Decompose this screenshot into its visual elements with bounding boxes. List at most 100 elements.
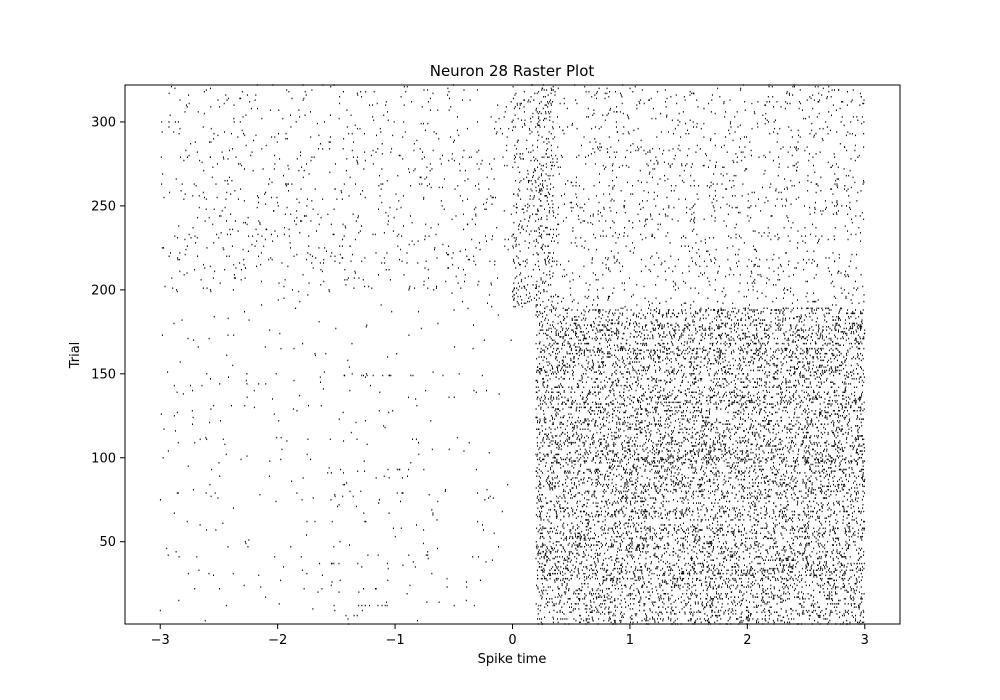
spike-mark — [613, 576, 615, 578]
spike-mark — [856, 581, 858, 583]
spike-mark — [663, 552, 665, 555]
spike-mark — [779, 492, 781, 494]
spike-mark — [641, 586, 643, 588]
spike-mark — [784, 551, 786, 553]
spike-mark — [742, 598, 744, 600]
spike-mark — [787, 559, 789, 561]
spike-mark — [656, 532, 658, 535]
spike-mark — [735, 609, 737, 612]
spike-mark — [563, 493, 565, 496]
spike-mark — [829, 577, 831, 580]
spike-mark — [854, 487, 856, 489]
spike-mark — [605, 490, 607, 493]
spike-mark — [702, 551, 704, 553]
spike-mark — [649, 530, 651, 533]
spike-mark — [766, 509, 768, 511]
spike-mark — [725, 510, 727, 513]
spike-mark — [388, 477, 390, 479]
spike-mark — [602, 611, 604, 614]
spike-mark — [830, 509, 832, 511]
spike-mark — [317, 591, 319, 593]
spike-mark — [603, 576, 605, 578]
spike-mark — [826, 566, 828, 568]
spike-mark — [422, 542, 424, 545]
spike-mark — [823, 472, 825, 474]
spike-mark — [633, 572, 635, 575]
spike-mark — [727, 547, 729, 550]
spike-mark — [855, 497, 857, 499]
spike-mark — [790, 608, 792, 610]
spike-mark — [778, 468, 780, 471]
spike-mark — [725, 542, 727, 545]
spike-mark — [360, 490, 362, 493]
spike-mark — [726, 549, 728, 551]
spike-mark — [555, 512, 557, 514]
spike-mark — [680, 527, 682, 530]
spike-mark — [715, 467, 717, 469]
spike-mark — [678, 529, 680, 531]
spike-mark — [611, 478, 613, 481]
spike-mark — [573, 482, 575, 484]
spike-mark — [615, 515, 617, 518]
spike-mark — [604, 478, 606, 481]
spike-mark — [584, 593, 586, 595]
spike-mark — [654, 542, 656, 545]
spike-mark — [802, 552, 804, 555]
spike-mark — [559, 463, 561, 466]
spike-mark — [737, 584, 739, 587]
spike-mark — [208, 572, 210, 575]
spike-mark — [819, 527, 821, 530]
spike-mark — [625, 497, 627, 499]
spike-mark — [817, 515, 819, 518]
spike-mark — [680, 512, 682, 514]
spike-mark — [828, 582, 830, 585]
spike-mark — [756, 495, 758, 498]
spike-mark — [550, 567, 552, 570]
spike-mark — [770, 587, 772, 590]
spike-mark — [712, 539, 714, 541]
spike-mark — [570, 551, 572, 553]
spike-mark — [849, 529, 851, 531]
spike-mark — [538, 483, 540, 486]
spike-mark — [827, 594, 829, 597]
spike-mark — [280, 579, 282, 582]
spike-mark — [630, 477, 632, 479]
spike-mark — [759, 562, 761, 565]
spike-mark — [789, 517, 791, 519]
spike-mark — [745, 532, 747, 535]
spike-mark — [700, 621, 702, 624]
spike-mark — [765, 477, 767, 479]
spike-mark — [724, 495, 726, 498]
spike-mark — [692, 613, 694, 615]
spike-mark — [641, 584, 643, 587]
spike-mark — [706, 571, 708, 573]
spike-mark — [576, 477, 578, 479]
spike-mark — [628, 519, 630, 521]
spike-mark — [551, 601, 553, 603]
spike-mark — [662, 500, 664, 503]
spike-mark — [551, 598, 553, 600]
spike-mark — [858, 547, 860, 550]
spike-mark — [626, 554, 628, 556]
spike-mark — [688, 571, 690, 573]
spike-mark — [643, 604, 645, 607]
spike-mark — [794, 470, 796, 472]
spike-mark — [657, 546, 659, 548]
spike-mark — [670, 613, 672, 615]
spike-mark — [768, 609, 770, 612]
spike-mark — [813, 589, 815, 592]
spike-mark — [756, 604, 758, 607]
spike-mark — [631, 480, 633, 483]
spike-mark — [684, 475, 686, 477]
spike-mark — [842, 522, 844, 525]
spike-mark — [611, 468, 613, 471]
spike-mark — [699, 562, 701, 565]
spike-mark — [774, 532, 776, 535]
spike-mark — [767, 569, 769, 572]
spike-mark — [748, 482, 750, 484]
spike-mark — [759, 493, 761, 496]
spike-mark — [549, 487, 551, 489]
spike-mark — [643, 546, 645, 548]
spike-mark — [846, 517, 848, 519]
spike-mark — [571, 603, 573, 605]
